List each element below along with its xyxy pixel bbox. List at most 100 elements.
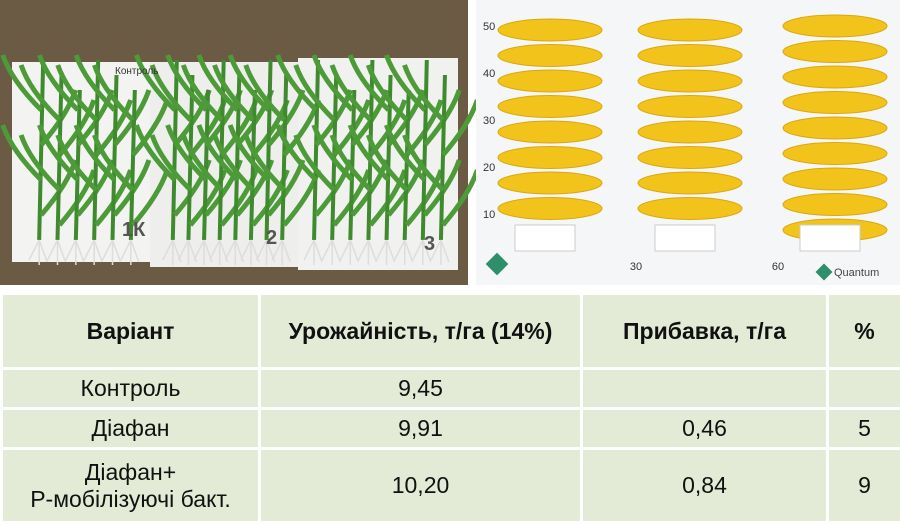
leaf: [311, 124, 355, 182]
root: [303, 239, 323, 265]
scale-label: 30: [630, 261, 642, 273]
leaf: [422, 159, 462, 217]
table-row: Діафан+ Р-мобілізуючі бакт. 10,20 0,84 9: [0, 447, 900, 524]
stem: [280, 74, 289, 241]
root: [83, 239, 103, 265]
stem: [128, 89, 137, 241]
cob: [637, 197, 743, 220]
table-cell: 5: [826, 407, 900, 450]
yield-table: Варіант Урожайність, т/га (14%) Прибавка, …: [0, 292, 900, 524]
table-row: Варіант Урожайність, т/га (14%) Прибавка, …: [0, 292, 900, 370]
plants: [0, 54, 480, 265]
cob: [637, 95, 743, 118]
root: [46, 239, 67, 265]
cob: [637, 146, 743, 169]
leaf: [227, 54, 271, 112]
stem: [186, 74, 195, 241]
cob: [497, 146, 603, 169]
leaf: [55, 64, 98, 122]
cob: [497, 18, 603, 42]
root: [412, 239, 432, 265]
photo-label: 1К: [122, 219, 146, 241]
leaf: [212, 134, 255, 192]
root: [65, 239, 85, 265]
leaf: [92, 134, 135, 192]
leaf: [384, 54, 427, 112]
root: [375, 239, 396, 265]
leaf: [275, 124, 318, 182]
cob: [637, 69, 743, 93]
leaf: [134, 54, 177, 112]
leaf: [311, 54, 355, 112]
leaf: [0, 54, 43, 112]
cob: [497, 171, 603, 195]
tag: [514, 224, 576, 252]
table-cell: [580, 367, 829, 410]
stem: [420, 59, 429, 241]
photos: Контроль 1К 2 3 50 40 30 20 10 30 60 Quantum: [0, 0, 888, 285]
tag: [799, 224, 861, 252]
leaf: [0, 124, 43, 182]
cob: [782, 14, 888, 38]
brand: Quantum: [834, 267, 879, 279]
root: [394, 239, 414, 265]
leaf: [130, 99, 170, 157]
photo-label: Контроль: [115, 66, 158, 77]
leaf: [37, 54, 80, 112]
leaf: [347, 124, 391, 182]
root: [430, 239, 450, 265]
leaf: [275, 54, 318, 112]
table-cell: Урожайність, т/га (14%): [258, 292, 583, 370]
cob: [782, 193, 888, 216]
leaf: [329, 64, 373, 122]
leaf: [404, 169, 444, 227]
table-cell: [826, 367, 900, 410]
cob: [782, 142, 888, 165]
cob: [497, 44, 603, 67]
root: [28, 239, 48, 265]
leaf: [196, 124, 240, 182]
leaf: [384, 124, 427, 182]
cob: [637, 18, 743, 42]
table-cell: 9,91: [258, 407, 583, 450]
leaf: [18, 64, 62, 122]
cob: [497, 197, 603, 220]
table-row: Контроль 9,45: [0, 367, 900, 410]
leaf: [73, 54, 117, 112]
table-cell: 0,84: [580, 447, 829, 524]
leaf: [293, 134, 336, 192]
stem: [202, 89, 211, 241]
leaf: [149, 134, 193, 192]
stem: [73, 89, 82, 241]
cobs: [497, 14, 888, 252]
leaf: [293, 64, 336, 122]
cob: [782, 116, 888, 140]
cob: [782, 91, 888, 114]
logo: [815, 263, 833, 281]
leaf: [365, 64, 409, 122]
cob: [782, 167, 888, 191]
root: [120, 239, 140, 265]
leaf: [441, 99, 480, 157]
leaf: [94, 169, 133, 227]
table-cell: 9,45: [258, 367, 583, 410]
scale-label: 30: [483, 115, 495, 127]
leaf: [165, 124, 208, 182]
cob: [497, 120, 603, 144]
root: [321, 239, 341, 265]
leaf: [18, 134, 62, 192]
leaf: [422, 89, 462, 147]
cob: [637, 171, 743, 195]
cob: [497, 95, 603, 118]
leaf: [243, 64, 286, 122]
cob: [637, 44, 743, 67]
cob: [497, 69, 603, 93]
tag: [654, 224, 716, 252]
table-cell: 9: [826, 447, 900, 524]
photo-label: 3: [424, 233, 435, 255]
root: [339, 239, 360, 265]
stem: [312, 59, 321, 241]
root: [271, 239, 291, 265]
scale-label: 10: [483, 209, 495, 221]
